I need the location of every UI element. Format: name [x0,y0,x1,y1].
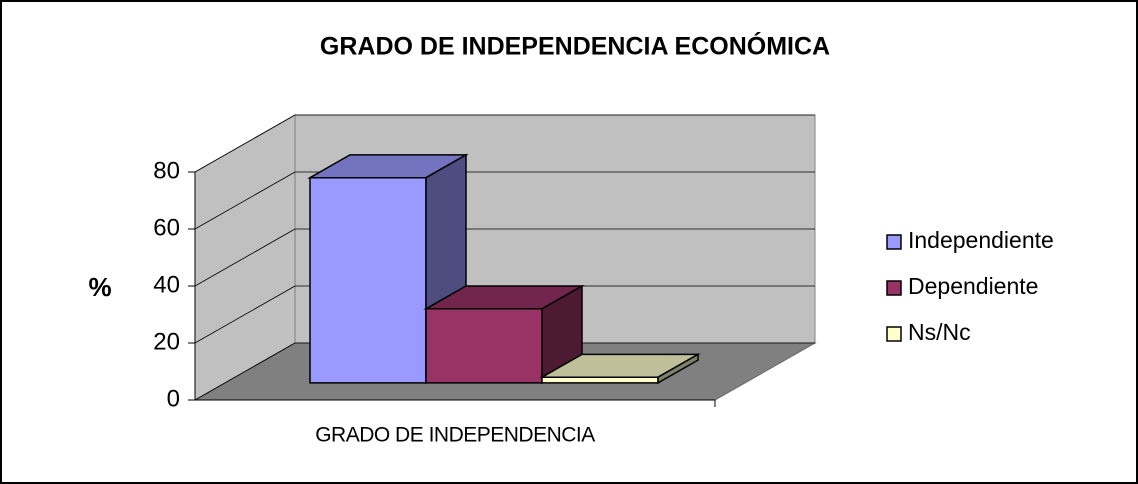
grid-line [194,228,296,287]
y-tick-label: 60 [153,214,180,241]
y-tick-label: 80 [153,157,180,184]
y-tick-label: 40 [153,271,180,298]
legend-swatch [886,234,902,250]
chart-title: GRADO DE INDEPENDENCIA ECONÓMICA [320,31,830,61]
bar [423,284,585,385]
grid-line [194,114,296,173]
y-axis-label: % [88,272,111,302]
bar-front [309,176,427,384]
legend-swatch [886,280,902,296]
grid-line [194,171,296,230]
bar-front [541,376,659,384]
bar [539,353,701,385]
x-tick-label: GRADO DE INDEPENDENCIA [315,424,595,447]
grid-line [194,285,296,344]
y-tick-label: 0 [167,385,180,412]
legend-label: Ns/Nc [908,319,971,345]
legend-label: Dependiente [908,273,1038,299]
y-tick-label: 20 [153,328,180,355]
bar-side [657,353,699,385]
grid-line [194,342,296,401]
bar-front [425,308,543,384]
legend-label: Independiente [908,227,1054,253]
legend-swatch [886,326,902,342]
